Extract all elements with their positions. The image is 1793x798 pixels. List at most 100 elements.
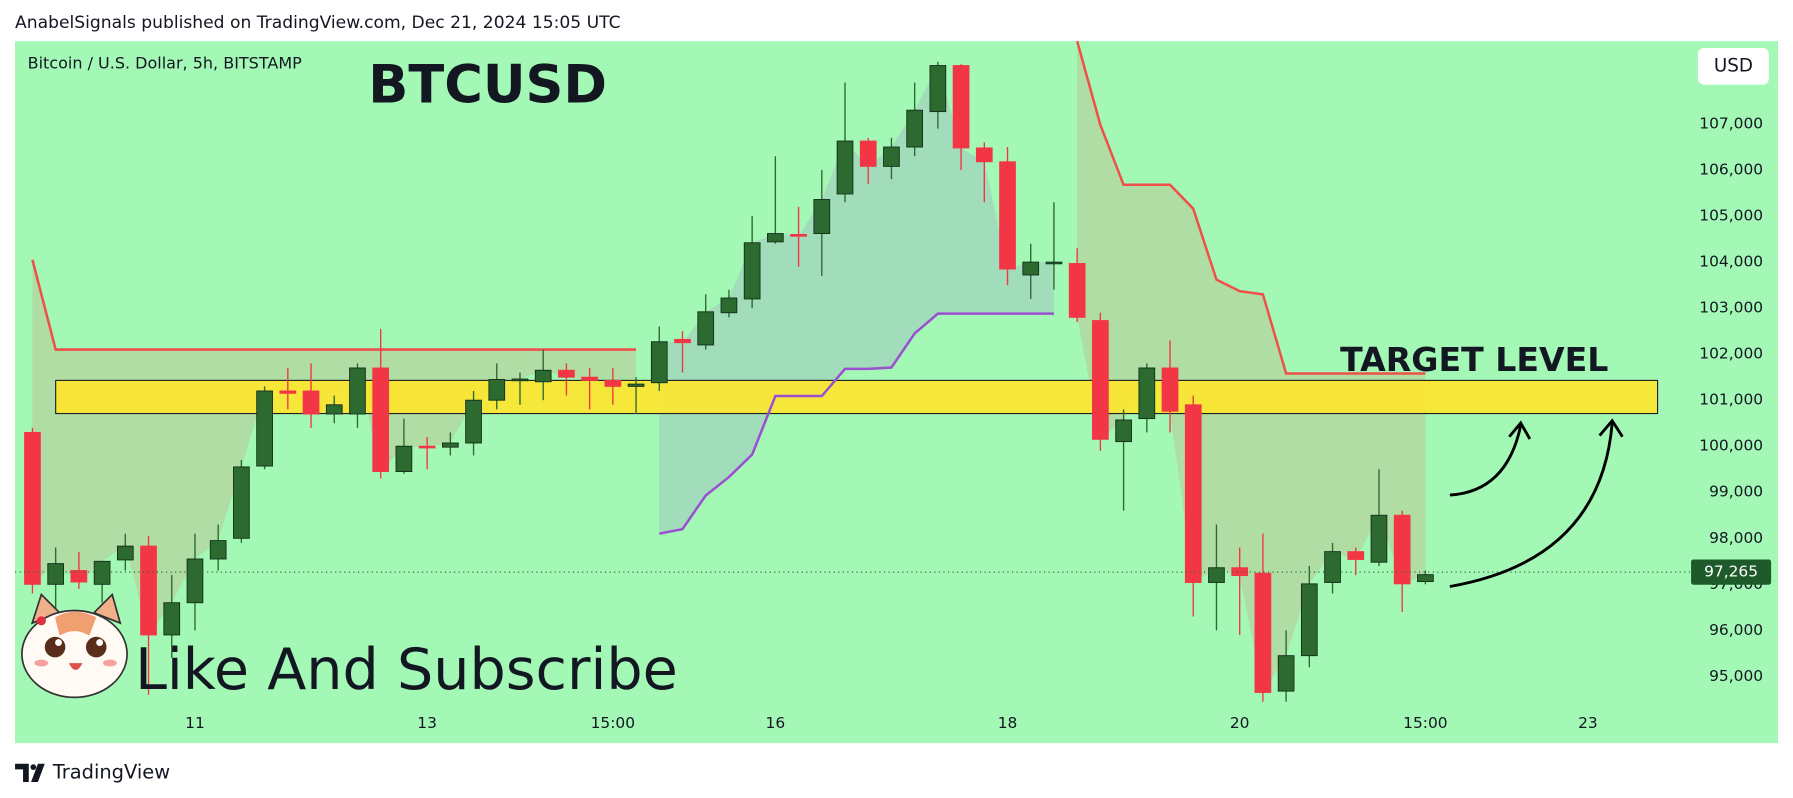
candle-body (627, 383, 645, 387)
y-tick-label: 104,000 (1699, 253, 1763, 271)
arrow-head (1598, 418, 1624, 438)
candle-body (349, 367, 366, 415)
candle-body (813, 199, 831, 235)
candle-body (395, 445, 413, 473)
candle-body (163, 602, 181, 636)
candle-body (581, 376, 598, 381)
candle-body (790, 234, 807, 237)
trend-fill (1077, 41, 1426, 693)
trend-fill (659, 65, 1054, 534)
x-tick-label: 11 (185, 714, 205, 732)
last-price-box (1691, 559, 1772, 585)
candle-body (93, 560, 111, 585)
candle-body (1254, 572, 1272, 693)
y-tick-label: 105,000 (1699, 207, 1763, 225)
candle-body (1370, 514, 1388, 563)
y-tick-label: 103,000 (1699, 299, 1763, 317)
arrow (1449, 422, 1614, 588)
candle-body (1092, 320, 1109, 440)
x-tick-label: 18 (998, 714, 1018, 732)
candle-body (24, 431, 41, 585)
candle-body (511, 378, 529, 382)
candle-body (418, 445, 436, 449)
candle-body (929, 65, 947, 113)
lines (31, 40, 1426, 535)
arrows (1449, 418, 1624, 588)
candle-body (604, 379, 622, 387)
annotation: Like And Subscribe (135, 637, 678, 703)
candle-body (465, 399, 482, 444)
candle-body (883, 146, 900, 167)
cat-icon (21, 592, 128, 699)
axes: 95,00096,00097,00098,00099,000100,000101… (15, 115, 1772, 732)
y-tick-label: 100,000 (1699, 437, 1763, 455)
last-price-label: 97,265 (1704, 563, 1758, 581)
zone (55, 379, 1659, 415)
candle-body (1184, 404, 1202, 583)
candle-body (372, 367, 390, 473)
candle-body (140, 545, 157, 636)
candle-body (209, 540, 227, 560)
target-zone (55, 379, 1659, 415)
arrow-head (1508, 420, 1532, 440)
candle-body (836, 140, 854, 195)
candle-body (441, 442, 459, 448)
candle-body (1324, 551, 1341, 583)
trend-fill (32, 259, 637, 635)
chart-title: BTCUSD (368, 55, 607, 116)
candle-body (674, 338, 691, 344)
y-tick-label: 106,000 (1699, 161, 1763, 179)
x-tick-label: 13 (417, 714, 437, 732)
header: AnabelSignals published on TradingView.c… (15, 13, 621, 33)
y-tick-label: 95,000 (1709, 667, 1763, 685)
candle-body (859, 140, 877, 167)
y-tick-label: 102,000 (1699, 345, 1763, 363)
candle-body (1022, 261, 1040, 276)
candle-body (1417, 574, 1434, 583)
candle-body (1138, 367, 1156, 420)
candle-body (1393, 514, 1411, 585)
candle-body (302, 390, 320, 415)
subtitle: Bitcoin / U.S. Dollar, 5h, BITSTAMP (28, 54, 303, 73)
candle-body (999, 161, 1016, 270)
candle-body (488, 379, 506, 401)
candle-body (256, 390, 273, 467)
candle-body (70, 570, 88, 583)
x-tick-label: 20 (1230, 714, 1250, 732)
candle-body (767, 233, 784, 243)
candle-body (233, 466, 250, 539)
candle-body (279, 390, 297, 394)
candle-body (186, 558, 204, 604)
currency: USD (1714, 55, 1753, 76)
candle-body (1208, 567, 1225, 583)
target-label: TARGET LEVEL (1340, 340, 1608, 379)
x-tick-label: 23 (1578, 714, 1598, 732)
candle-body (1068, 263, 1086, 318)
candle-body (906, 109, 924, 148)
tradingview-logo (15, 763, 45, 782)
trend-line (1075, 40, 1426, 375)
candle-body (534, 369, 552, 383)
currency-box (1697, 48, 1769, 85)
candle-body (697, 311, 715, 346)
y-tick-label: 101,000 (1699, 391, 1763, 409)
y-tick-label: 96,000 (1709, 621, 1763, 639)
candle-body (952, 65, 970, 149)
candle-body (650, 341, 668, 384)
y-tick-label: 107,000 (1699, 115, 1763, 133)
candle-body (743, 242, 761, 300)
candle-body (47, 563, 65, 585)
candles (24, 61, 1434, 702)
candle-body (1300, 583, 1318, 657)
candle-body (325, 404, 343, 415)
candle-body (1161, 367, 1179, 412)
candle-body (1277, 655, 1295, 692)
candle-body (116, 545, 134, 561)
y-tick-label: 99,000 (1709, 483, 1763, 501)
footer: TradingView (52, 760, 170, 783)
arrow (1449, 425, 1523, 497)
candle-body (720, 297, 738, 314)
trend-line (659, 312, 1054, 535)
x-tick-label: 16 (766, 714, 786, 732)
